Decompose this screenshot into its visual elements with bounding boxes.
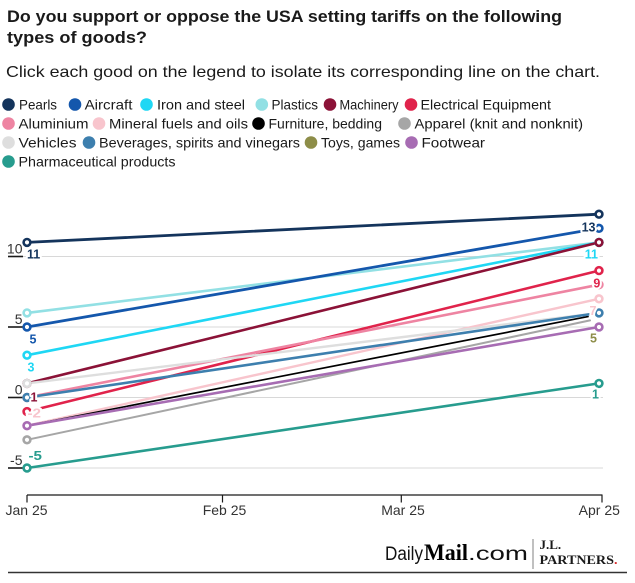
svg-text:Electrical Equipment: Electrical Equipment: [421, 96, 552, 112]
svg-text:Pharmaceutical products: Pharmaceutical products: [19, 153, 176, 169]
svg-text:Vehicles: Vehicles: [19, 134, 77, 150]
svg-text:Pearls: Pearls: [19, 96, 57, 112]
svg-text:PARTNERS.: PARTNERS.: [540, 552, 618, 567]
svg-text:0: 0: [15, 382, 23, 398]
svg-text:11: 11: [27, 248, 40, 262]
svg-text:7: 7: [590, 304, 597, 318]
svg-text:5: 5: [590, 331, 597, 345]
svg-text:Apr 25: Apr 25: [579, 502, 620, 518]
svg-text:Do you support or oppose the U: Do you support or oppose the USA setting…: [7, 7, 562, 26]
svg-text:5: 5: [30, 333, 37, 347]
svg-text:-5: -5: [10, 452, 23, 468]
svg-text:10: 10: [7, 241, 23, 257]
svg-text:J.L.: J.L.: [540, 537, 562, 552]
svg-text:1: 1: [592, 387, 599, 401]
svg-text:Plastics: Plastics: [272, 96, 319, 112]
svg-text:9: 9: [593, 277, 600, 291]
svg-text:Aircraft: Aircraft: [85, 96, 133, 112]
svg-text:.com: .com: [468, 544, 528, 565]
svg-text:Aluminium: Aluminium: [19, 115, 89, 131]
svg-text:3: 3: [28, 361, 35, 375]
svg-text:Machinery: Machinery: [340, 96, 399, 112]
svg-text:Apparel (knit and nonknit): Apparel (knit and nonknit): [415, 115, 584, 131]
svg-text:Mail: Mail: [424, 540, 468, 565]
svg-text:Jan 25: Jan 25: [6, 502, 48, 518]
svg-text:Feb 25: Feb 25: [203, 502, 247, 518]
svg-text:Beverages, spirits and vinegar: Beverages, spirits and vinegars: [99, 134, 300, 150]
svg-text:types of goods?: types of goods?: [7, 28, 147, 47]
svg-text:1: 1: [31, 391, 38, 405]
svg-text:Furniture, bedding: Furniture, bedding: [269, 115, 383, 131]
svg-text:-5: -5: [29, 449, 43, 463]
svg-text:Mineral fuels and oils: Mineral fuels and oils: [109, 115, 248, 131]
svg-text:5: 5: [15, 311, 23, 327]
svg-text:Daily: Daily: [385, 544, 423, 565]
svg-text:Mar 25: Mar 25: [381, 502, 425, 518]
svg-text:Click each good on the legend: Click each good on the legend to isolate…: [6, 64, 600, 81]
svg-text:-2: -2: [28, 407, 42, 421]
svg-text:Footwear: Footwear: [422, 134, 486, 150]
svg-text:11: 11: [585, 247, 598, 261]
svg-text:Toys, games: Toys, games: [321, 134, 400, 150]
svg-text:13: 13: [582, 220, 596, 234]
svg-text:Iron and steel: Iron and steel: [157, 96, 245, 112]
